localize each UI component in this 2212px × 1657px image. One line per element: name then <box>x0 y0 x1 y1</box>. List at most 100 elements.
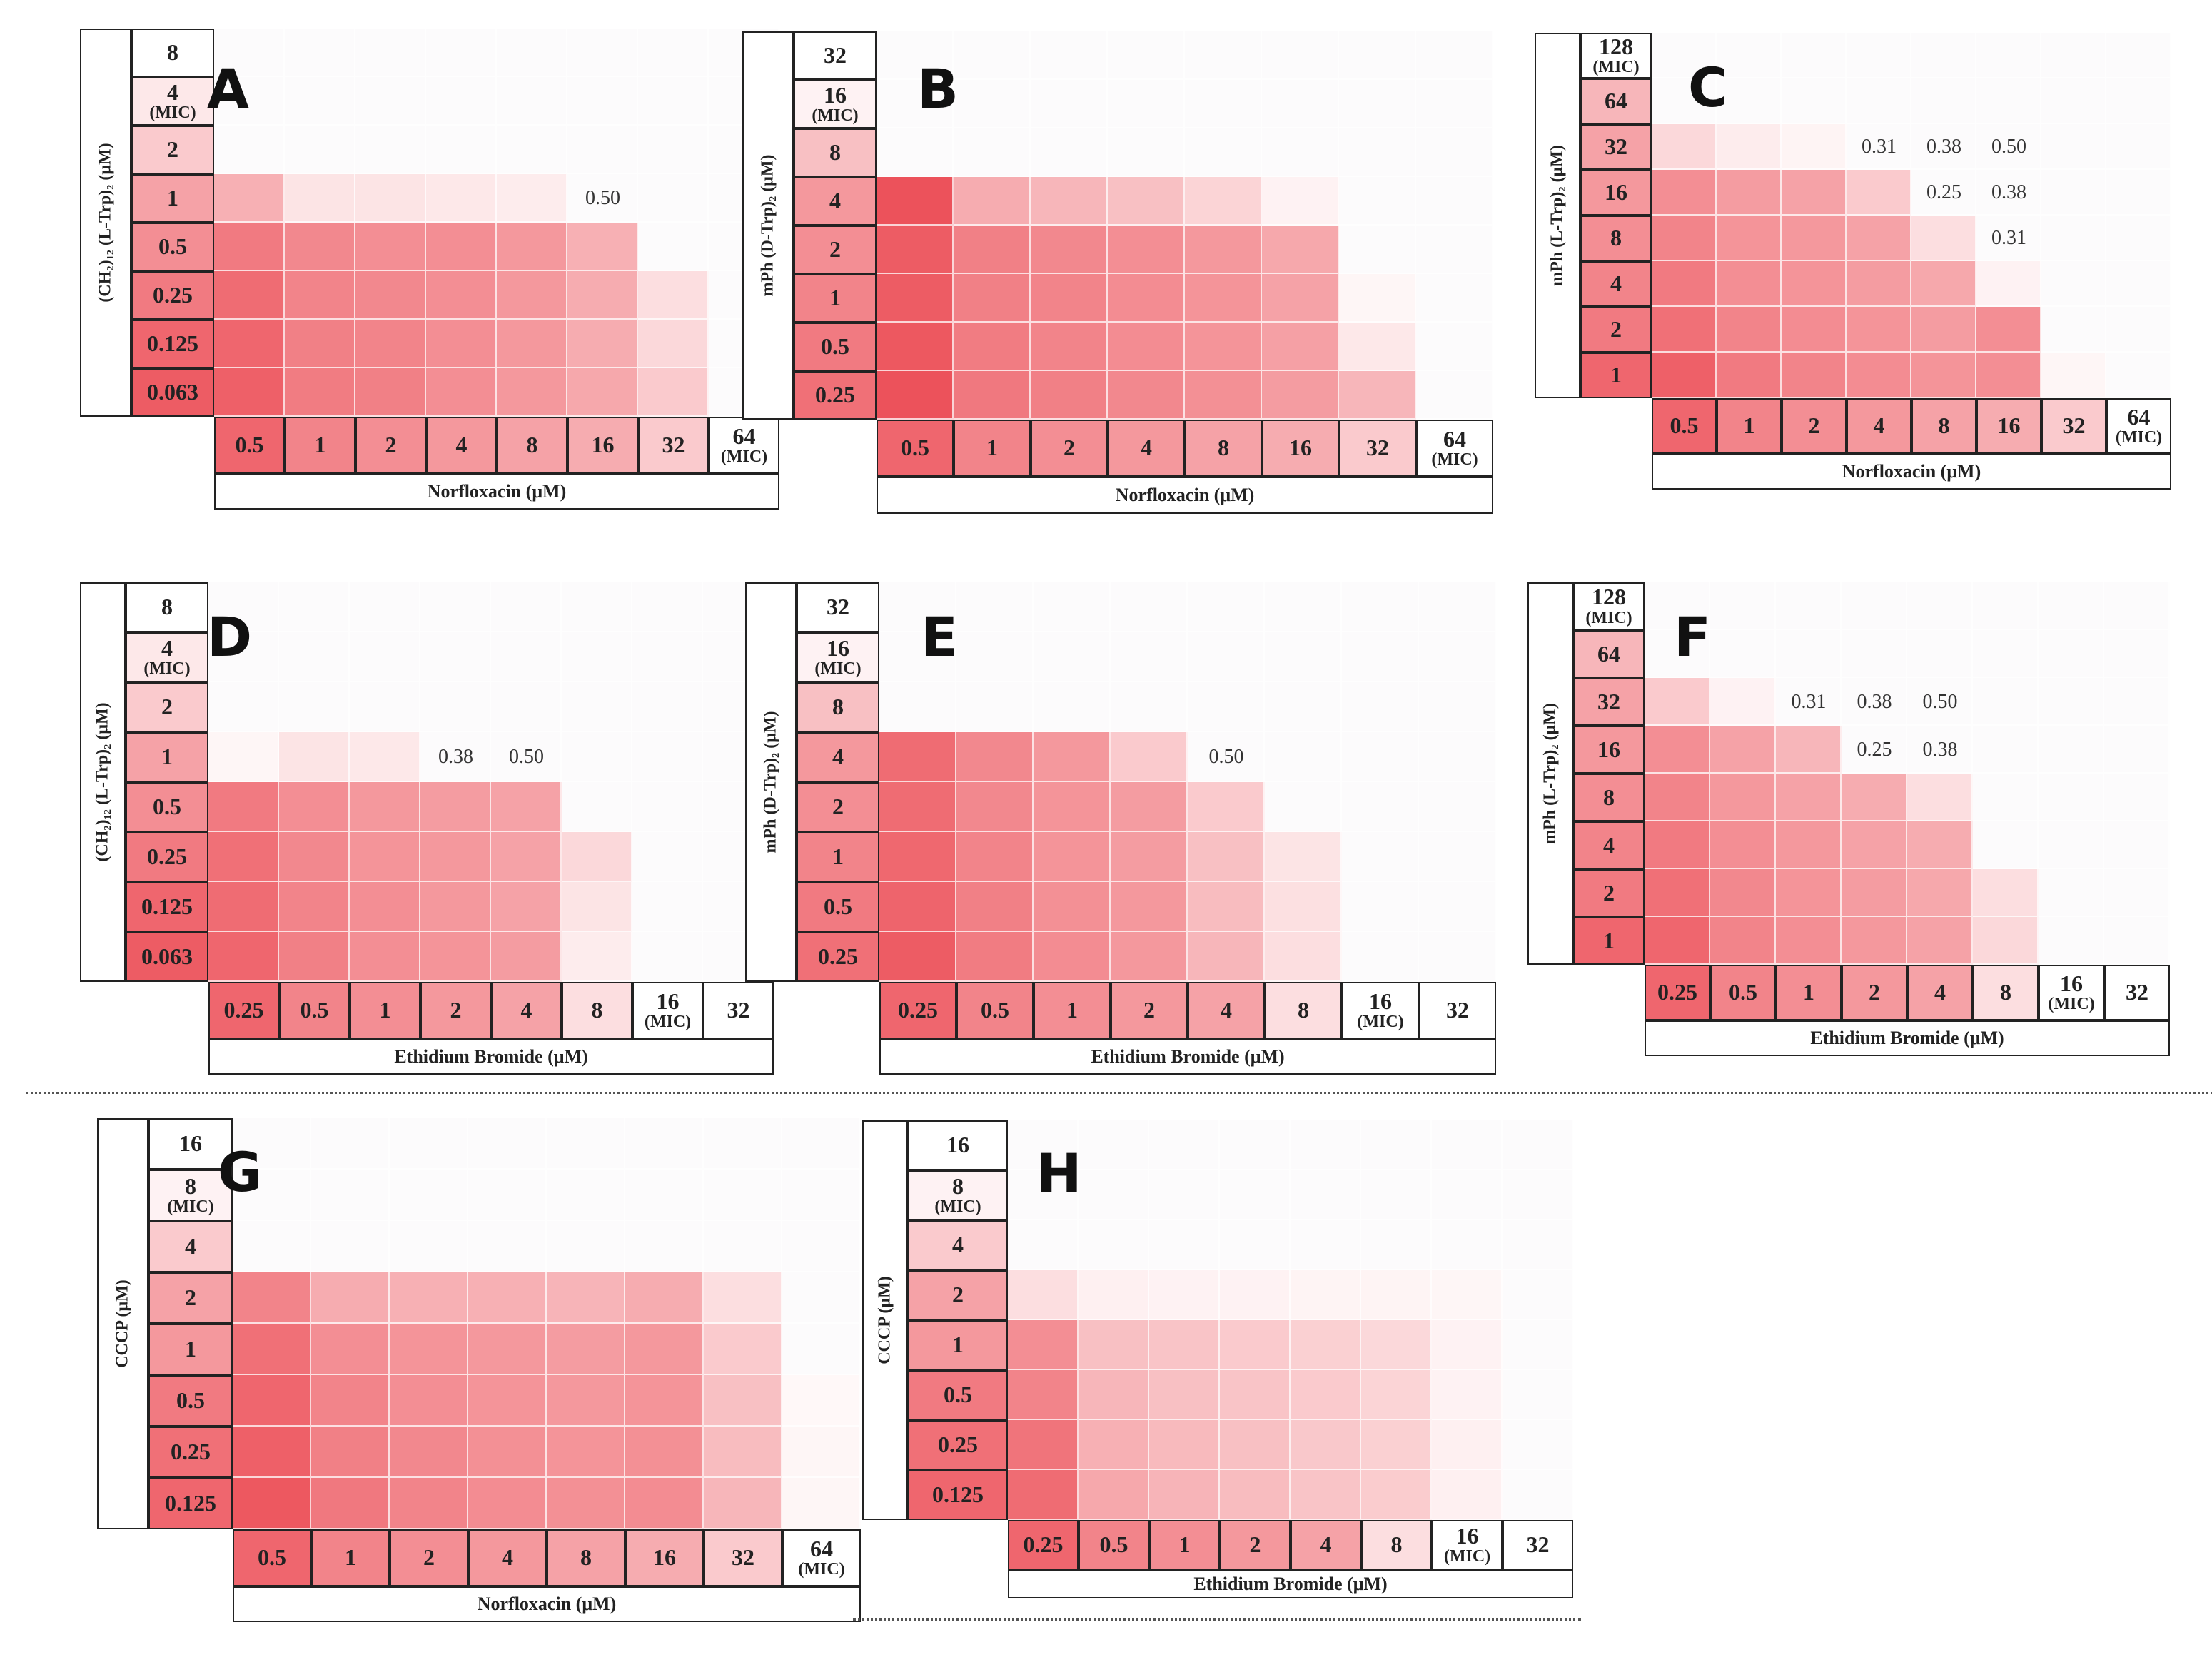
heatmap-cell <box>1842 869 1907 917</box>
heatmap-cell <box>208 582 279 632</box>
y-tick-label: 1 <box>908 1320 1008 1370</box>
y-tick-label: 8 <box>794 128 877 177</box>
heatmap-cell <box>390 1272 468 1324</box>
heatmap-cell <box>562 682 632 732</box>
heatmap-cell <box>1776 869 1842 917</box>
heatmap-cell <box>1008 1270 1079 1320</box>
heatmap-cell <box>1416 177 1493 226</box>
y-tick-label: 64 <box>1573 630 1645 678</box>
heatmap-cell <box>279 632 350 682</box>
heatmap-cell <box>2106 216 2171 261</box>
heatmap-cell <box>1717 33 1782 78</box>
heatmap-cell <box>1416 80 1493 128</box>
heatmap-cell <box>491 932 562 982</box>
heatmap-cell <box>954 31 1031 80</box>
heatmap-cell <box>2039 869 2104 917</box>
x-tick-label: 4 <box>491 982 562 1039</box>
heatmap-cell <box>562 582 632 632</box>
x-axis-label: Norfloxacin (μM) <box>877 477 1493 514</box>
y-tick-label: 1 <box>794 274 877 323</box>
heatmap-cell <box>954 128 1031 177</box>
heatmap-cell <box>879 782 956 832</box>
heatmap-cell <box>285 271 355 320</box>
heatmap-cell <box>468 1272 547 1324</box>
dotted-separator <box>853 1618 1581 1621</box>
heatmap-cell <box>2104 582 2170 630</box>
heatmap-cell <box>704 1170 782 1221</box>
heatmap-cell <box>1710 582 1776 630</box>
y-tick-label: 8 <box>126 582 208 632</box>
heatmap-cell <box>1079 1270 1149 1320</box>
heatmap-cell <box>497 77 567 126</box>
x-tick-label: 4 <box>426 417 497 474</box>
x-tick-label: 64 (MIC) <box>709 417 779 474</box>
heatmap-cell <box>1416 323 1493 371</box>
heatmap-cell <box>954 274 1031 323</box>
y-tick-label: 0.063 <box>126 932 208 982</box>
heatmap-cell <box>285 223 355 271</box>
heatmap-cell <box>2104 726 2170 774</box>
x-tick-label: 32 <box>638 417 709 474</box>
y-tick-label: 2 <box>908 1270 1008 1320</box>
heatmap-cell <box>1262 80 1339 128</box>
heatmap-cell <box>1645 774 1710 821</box>
y-axis-label: CCCP (μM) <box>113 1280 132 1368</box>
heatmap-cell <box>567 368 638 417</box>
heatmap-cell <box>497 29 567 77</box>
heatmap-cell <box>1291 1220 1361 1270</box>
heatmap-cell <box>491 882 562 932</box>
heatmap-cell <box>208 932 279 982</box>
fici-value-label: 0.31 <box>1791 690 1827 713</box>
x-tick-label: 32 <box>1419 982 1496 1039</box>
y-tick-label: 2 <box>148 1272 233 1324</box>
heatmap-cell <box>1973 630 2039 678</box>
y-tick-label: 4 (MIC) <box>131 77 214 126</box>
panel-letter: G <box>218 1140 263 1204</box>
heatmap-cell <box>562 632 632 682</box>
heatmap-cell <box>954 226 1031 274</box>
heatmap-cell <box>1262 177 1339 226</box>
heatmap-cell <box>1782 124 1847 170</box>
heatmap-cell <box>233 1221 311 1272</box>
heatmap-cell <box>632 782 703 832</box>
x-tick-label: 1 <box>1717 398 1782 454</box>
heatmap-cell <box>1652 216 1717 261</box>
heatmap-cell <box>547 1427 625 1478</box>
x-tick-label: 0.25 <box>1008 1520 1079 1570</box>
heatmap-cell <box>877 80 954 128</box>
y-tick-label: 4 <box>797 732 879 782</box>
y-tick-label: 32 <box>797 582 879 632</box>
heatmap-cell <box>1432 1370 1503 1420</box>
heatmap-cell <box>1645 582 1710 630</box>
x-tick-label: 0.25 <box>208 982 279 1039</box>
heatmap-cell <box>1847 353 1911 398</box>
heatmap-cell <box>562 932 632 982</box>
heatmap-cell <box>1842 630 1907 678</box>
y-axis-label-box: mPh (L-Trp)₂ (μM) <box>1527 582 1573 965</box>
heatmap-cell <box>390 1427 468 1478</box>
heatmap-cell <box>1782 33 1847 78</box>
heatmap-cell <box>2106 33 2171 78</box>
heatmap-cell <box>1342 832 1419 882</box>
heatmap-cell <box>1188 782 1265 832</box>
heatmap-cell <box>2041 261 2106 307</box>
heatmap-cell <box>1031 323 1108 371</box>
heatmap-cell <box>1291 1120 1361 1170</box>
fici-value-label: 0.38 <box>1926 136 1961 158</box>
heatmap-cell <box>208 632 279 682</box>
panel-letter: E <box>921 605 958 669</box>
heatmap-cell <box>1911 170 1976 216</box>
heatmap-cell <box>350 882 420 932</box>
heatmap-cell <box>311 1375 390 1427</box>
heatmap-cell <box>491 732 562 782</box>
fici-value-label: 0.31 <box>1862 136 1897 158</box>
heatmap-cell <box>638 126 709 174</box>
fici-value-label: 0.25 <box>1926 181 1961 203</box>
heatmap-cell <box>1291 1420 1361 1470</box>
heatmap-cell <box>1717 307 1782 353</box>
heatmap-cell <box>1503 1470 1573 1520</box>
heatmap-cell <box>2039 726 2104 774</box>
heatmap-cell <box>491 832 562 882</box>
heatmap-cell <box>1782 307 1847 353</box>
